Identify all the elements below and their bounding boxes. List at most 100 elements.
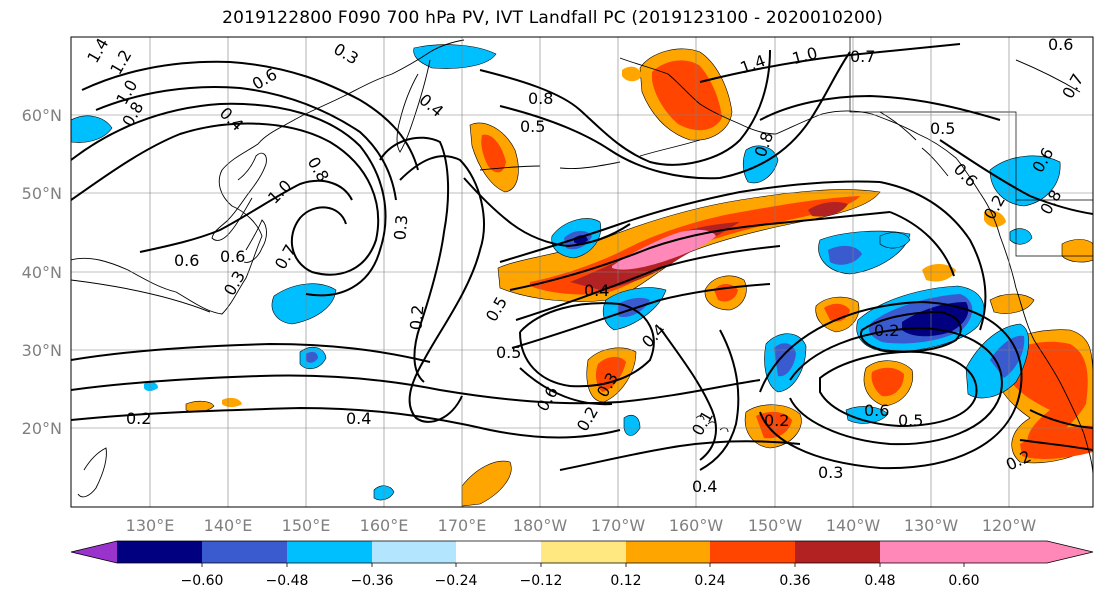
lon-label: 140°E	[204, 516, 253, 535]
contour-upper-2	[499, 51, 851, 180]
pv-contours-thin	[71, 59, 1081, 313]
shade-neg-blue-12	[306, 351, 318, 363]
contour-upper-3	[699, 43, 961, 83]
contour-trough-2	[71, 102, 387, 297]
contour-label: 0.6	[1048, 35, 1073, 54]
coast-bc-islands	[879, 111, 949, 177]
ivt-shading	[71, 44, 1093, 507]
colorbar-extend-high	[964, 541, 1093, 563]
map-frame	[70, 36, 1094, 508]
colorbar-segment	[287, 541, 372, 563]
colorbar-segment	[880, 541, 964, 563]
colorbar-segment	[710, 541, 795, 563]
contour-label: 0.4	[346, 409, 371, 428]
contour-low-east-4	[860, 310, 962, 353]
lon-label: 160°W	[669, 516, 724, 535]
colorbar: −0.60 −0.48 −0.36 −0.24 −0.12 0.12 0.24 …	[70, 540, 1094, 589]
colorbar-tick-label: 0.48	[864, 573, 895, 589]
shade-neg-blue-3	[774, 343, 796, 377]
colorbar-tick-label: 0.24	[694, 573, 725, 589]
shade-ar-band-pink	[612, 229, 716, 270]
longitude-labels: 130°E 140°E 150°E 160°E 170°E 180°W 170°…	[126, 516, 1037, 535]
contour-low-east-1	[819, 350, 978, 428]
contour-east-2	[889, 211, 955, 277]
lon-label: 150°E	[282, 516, 331, 535]
shade-subtrop-red-3	[871, 367, 904, 397]
contour-north-2	[95, 85, 397, 201]
colorbar-tick-label: −0.60	[181, 573, 224, 589]
contour-low-east-3	[759, 300, 1023, 470]
shade-bering-red	[481, 134, 506, 173]
colorbar-extend-low	[71, 541, 117, 563]
contour-east-3	[939, 139, 1093, 215]
lon-label: 170°W	[591, 516, 646, 535]
shade-neg-lightblue-8	[989, 155, 1061, 207]
colorbar-segment	[456, 541, 541, 563]
colorbar-tick-label: 0.36	[779, 573, 810, 589]
contour-ridge-1	[399, 155, 485, 423]
lat-label: 30°N	[22, 341, 62, 360]
colorbar-tick-label: 0.60	[948, 573, 979, 589]
contour-ridge-2	[379, 136, 450, 383]
shade-neg-lightblue-18	[879, 232, 911, 249]
contour-low-east-2	[789, 326, 1003, 446]
shade-central-orange-3	[922, 264, 956, 282]
lat-label: 50°N	[22, 184, 62, 203]
coast-philippines	[77, 447, 107, 498]
shade-subtrop-red-2	[756, 411, 792, 439]
contour-south-3	[71, 406, 621, 439]
contour-ridge-3	[463, 177, 631, 248]
colorbar-tick-label: −0.48	[266, 573, 309, 589]
title-area: 2019122800 F090 700 hPa PV, IVT Landfall…	[0, 0, 1105, 30]
shade-coast-red-2	[1020, 425, 1093, 459]
contour-north-1	[81, 60, 419, 171]
colorbar-segment	[541, 541, 626, 563]
contour-label: 0.5	[496, 343, 521, 362]
lon-label: 160°E	[360, 516, 409, 535]
lat-label: 60°N	[22, 106, 62, 125]
lat-label: 20°N	[22, 419, 62, 438]
contour-label: 0.6	[220, 247, 245, 266]
lon-label: 180°W	[513, 516, 568, 535]
contour-jet-2	[509, 211, 891, 291]
lon-label: 150°W	[748, 516, 803, 535]
contour-label: 0.5	[930, 119, 955, 138]
colorbar-segment	[117, 541, 202, 563]
border-canada-us	[1015, 200, 1093, 257]
contour-label: 0.2	[126, 409, 151, 428]
shade-subtrop-orange-4	[461, 460, 512, 507]
shade-ar-east-darkred	[808, 202, 848, 217]
colorbar-segment	[795, 541, 880, 563]
contour-jet-3	[515, 245, 781, 321]
contour-central-low	[519, 302, 655, 388]
shade-neg-lightblue-11	[271, 283, 337, 325]
coast-aleutians	[479, 139, 701, 171]
contour-label: 0.2	[764, 411, 789, 430]
colorbar-tick-labels: −0.60 −0.48 −0.36 −0.24 −0.12 0.12 0.24 …	[181, 573, 980, 589]
shade-neg-lightblue-16	[845, 406, 889, 424]
colorbar-tick-label: 0.12	[610, 573, 641, 589]
colorbar-segment	[202, 541, 287, 563]
contour-jet-1	[499, 180, 881, 263]
contour-trough-1	[71, 122, 380, 276]
contour-mid-2	[699, 329, 740, 471]
contour-label: 0.2	[406, 304, 427, 331]
map-title: 2019122800 F090 700 hPa PV, IVT Landfall…	[222, 8, 883, 28]
contour-label: 0.5	[898, 411, 923, 430]
map-panel: 1.4 1.2 1.0 0.8 0.6 0.3 0.6 0.8 0.5 0.4 …	[70, 35, 1094, 508]
contour-mid-1	[659, 327, 717, 461]
lon-label: 130°E	[126, 516, 175, 535]
contour-label: 0.8	[528, 89, 553, 108]
contour-thin-2	[1015, 59, 1081, 93]
contour-label: 0.2	[874, 321, 899, 340]
contour-south-1	[71, 374, 761, 405]
contour-trough-3	[139, 179, 353, 253]
contour-east-1	[879, 181, 987, 331]
lon-label: 140°W	[826, 516, 881, 535]
pv-contours	[71, 43, 1093, 471]
contour-jet-4	[511, 283, 771, 349]
contour-label: 0.7	[850, 47, 875, 66]
shade-coast-orange-north	[989, 293, 1035, 314]
